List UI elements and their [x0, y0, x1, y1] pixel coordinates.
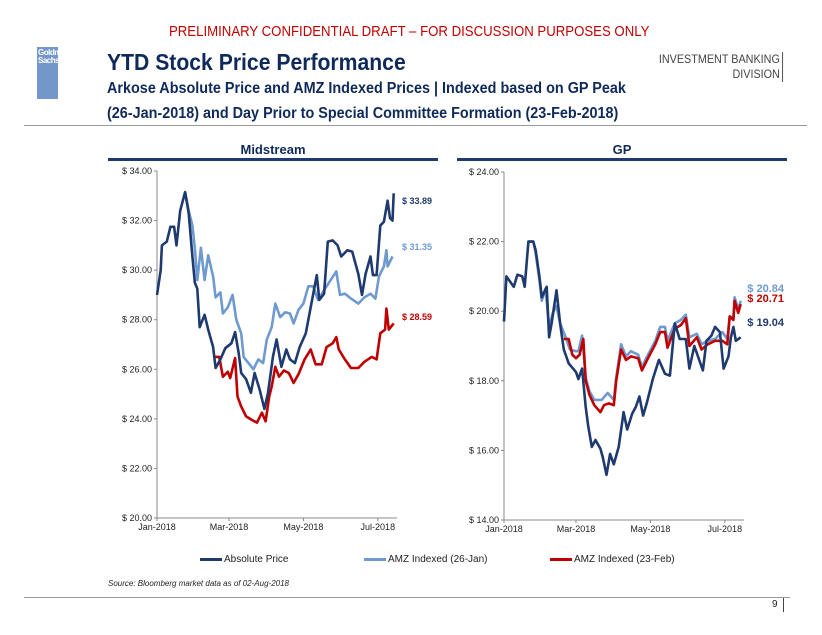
y-tick-label: $ 28.00 [122, 315, 152, 325]
page-title: YTD Stock Price Performance [107, 49, 406, 75]
goldman-sachs-logo: Goldman Sachs [37, 47, 70, 99]
legend-swatch [200, 558, 222, 561]
x-tick-label: Jul-2018 [361, 522, 396, 532]
end-value-label: $ 28.59 [402, 312, 432, 322]
subtitle-line-1: Arkose Absolute Price and AMZ Indexed Pr… [107, 80, 626, 97]
end-value-label: $ 33.89 [402, 196, 432, 206]
series-line-amz-indexed-26-jan- [183, 191, 394, 371]
x-tick-label: Mar-2018 [210, 522, 249, 532]
x-tick-label: Mar-2018 [557, 524, 596, 534]
legend-swatch [364, 558, 386, 561]
legend-item-absolute: Absolute Price [200, 554, 288, 565]
chart-1: $ 14.00 $ 16.00 $ 18.00 $ 20.00 $ 22.00 $ 24.… [469, 167, 785, 534]
y-tick-label: $ 24.00 [122, 414, 152, 424]
y-tick-label: $ 16.00 [469, 445, 499, 455]
y-tick-label: $ 22.00 [469, 237, 499, 247]
y-tick-label: $ 32.00 [122, 216, 152, 226]
division-line-1: INVESTMENT BANKING [658, 52, 780, 66]
y-tick-label: $ 26.00 [122, 364, 152, 374]
draft-notice: PRELIMINARY CONFIDENTIAL DRAFT – FOR DIS… [168, 23, 650, 40]
source-note: Source: Bloomberg market data as of 02-A… [108, 579, 289, 588]
x-tick-label: May-2018 [283, 522, 323, 532]
footer-divider [24, 597, 790, 598]
chart-title-underline [108, 158, 438, 161]
series-line-amz-indexed-26-jan- [528, 240, 742, 402]
header-divider [24, 125, 807, 126]
page-number: 9 [772, 598, 784, 612]
y-tick-label: $ 30.00 [122, 265, 152, 275]
legend-label: AMZ Indexed (26-Jan) [388, 554, 488, 565]
x-tick-label: Jan-2018 [485, 524, 523, 534]
chart-0: $ 20.00 $ 22.00 $ 24.00 $ 26.00 $ 28.00 $ 30.… [122, 166, 432, 532]
x-tick-label: Jul-2018 [708, 524, 743, 534]
series-line-absolute-price [502, 240, 742, 477]
legend-item-amz-jan: AMZ Indexed (26-Jan) [364, 554, 488, 565]
chart-title-underline [457, 158, 787, 161]
y-tick-label: $ 22.00 [122, 463, 152, 473]
x-tick-label: May-2018 [630, 524, 670, 534]
end-value-label: $ 19.04 [747, 317, 785, 329]
chart-title-midstream: Midstream [240, 142, 306, 157]
series-line-amz-indexed-23-feb- [214, 307, 395, 424]
end-value-label: $ 31.35 [402, 242, 432, 252]
y-tick-label: $ 20.00 [469, 306, 499, 316]
series-line-absolute-price [155, 190, 395, 411]
series-line-amz-indexed-23-feb- [563, 299, 742, 414]
x-tick-label: Jan-2018 [138, 522, 176, 532]
y-tick-label: $ 34.00 [122, 166, 152, 176]
end-value-label: $ 20.84 [747, 283, 785, 295]
legend-item-amz-feb: AMZ Indexed (23-Feb) [550, 554, 675, 565]
subtitle-line-2: (26-Jan-2018) and Day Prior to Special C… [107, 105, 619, 122]
legend-label: Absolute Price [224, 554, 289, 565]
division-line-2: DIVISION [731, 67, 780, 81]
y-tick-label: $ 18.00 [469, 376, 499, 386]
division-label: INVESTMENT BANKING DIVISION [658, 52, 783, 82]
legend-swatch [550, 558, 572, 561]
end-value-label: $ 20.71 [747, 293, 784, 305]
y-tick-label: $ 14.00 [469, 515, 499, 525]
y-tick-label: $ 20.00 [122, 513, 152, 523]
y-tick-label: $ 24.00 [469, 167, 499, 177]
chart-title-gp: GP [612, 142, 632, 157]
legend-label: AMZ Indexed (23-Feb) [574, 554, 675, 565]
